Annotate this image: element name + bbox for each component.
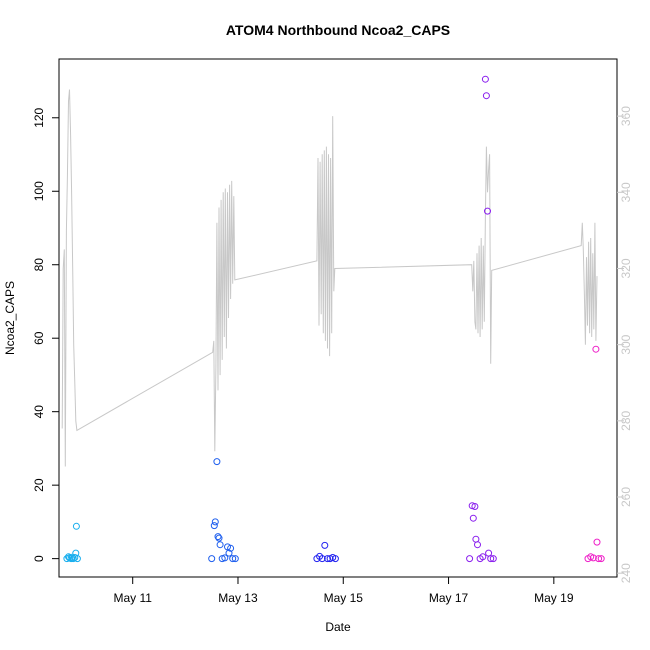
data-point: [321, 541, 329, 549]
y2-axis: 240 260 280 300 320 340 360: [617, 106, 633, 583]
y-tick-label: 100: [32, 181, 46, 201]
y-tick-label: 60: [32, 331, 46, 345]
y-tick-label: 0: [32, 555, 46, 562]
data-point: [484, 207, 491, 215]
y2-tick-label: 260: [619, 487, 633, 507]
y2-tick-label: 240: [619, 563, 633, 583]
x-tick-label: May 17: [429, 591, 469, 605]
data-point: [592, 345, 600, 353]
data-point: [318, 555, 326, 563]
data-point: [211, 518, 219, 526]
data-point: [471, 503, 479, 510]
data-point: [469, 514, 477, 522]
data-point: [479, 553, 487, 561]
secondary-line: [61, 89, 598, 467]
data-point: [595, 555, 603, 563]
data-point: [593, 538, 601, 546]
data-point: [482, 92, 490, 100]
secondary-line-layer: [61, 89, 598, 467]
data-point: [73, 555, 81, 563]
y-tick-label: 40: [32, 405, 46, 419]
y2-tick-label: 320: [619, 258, 633, 278]
data-point: [589, 554, 597, 562]
y2-tick-label: 300: [619, 334, 633, 354]
data-point: [227, 544, 235, 552]
data-point: [69, 555, 77, 563]
data-point: [489, 555, 497, 563]
data-point: [214, 533, 222, 541]
y-tick-label: 120: [32, 107, 46, 127]
points-layer: [63, 75, 605, 563]
data-point: [466, 555, 474, 563]
data-point: [213, 458, 221, 466]
x-tick-label: May 15: [324, 591, 364, 605]
data-point: [231, 555, 239, 563]
y2-tick-label: 280: [619, 411, 633, 431]
x-axis-label: Date: [325, 620, 351, 634]
data-point: [221, 554, 229, 562]
data-point: [225, 549, 233, 557]
data-point: [481, 75, 489, 83]
data-point: [597, 555, 605, 563]
x-tick-label: May 13: [218, 591, 258, 605]
data-point: [210, 522, 218, 530]
x-tick-label: May 19: [534, 591, 574, 605]
data-point: [331, 555, 339, 563]
y2-tick-label: 360: [619, 106, 633, 126]
data-point: [208, 555, 216, 563]
y-tick-label: 20: [32, 478, 46, 492]
data-point: [229, 555, 237, 563]
data-point: [216, 541, 224, 549]
data-point: [68, 553, 76, 561]
chart-title: ATOM4 Northbound Ncoa2_CAPS: [226, 22, 450, 38]
plot-frame: [58, 58, 618, 578]
y-tick-label: 80: [32, 258, 46, 272]
x-tick-label: May 11: [113, 591, 152, 605]
y-axis: 0 20 40 60 80 100 120: [32, 107, 59, 562]
data-point: [474, 541, 481, 549]
data-point: [324, 555, 331, 563]
x-axis: May 11 May 13 May 15 May 17 May 19: [113, 577, 574, 605]
data-point: [487, 555, 495, 563]
data-point: [215, 534, 223, 542]
data-point: [72, 522, 80, 530]
y-axis-label: Ncoa2_CAPS: [3, 281, 17, 355]
y2-tick-label: 340: [619, 182, 633, 202]
